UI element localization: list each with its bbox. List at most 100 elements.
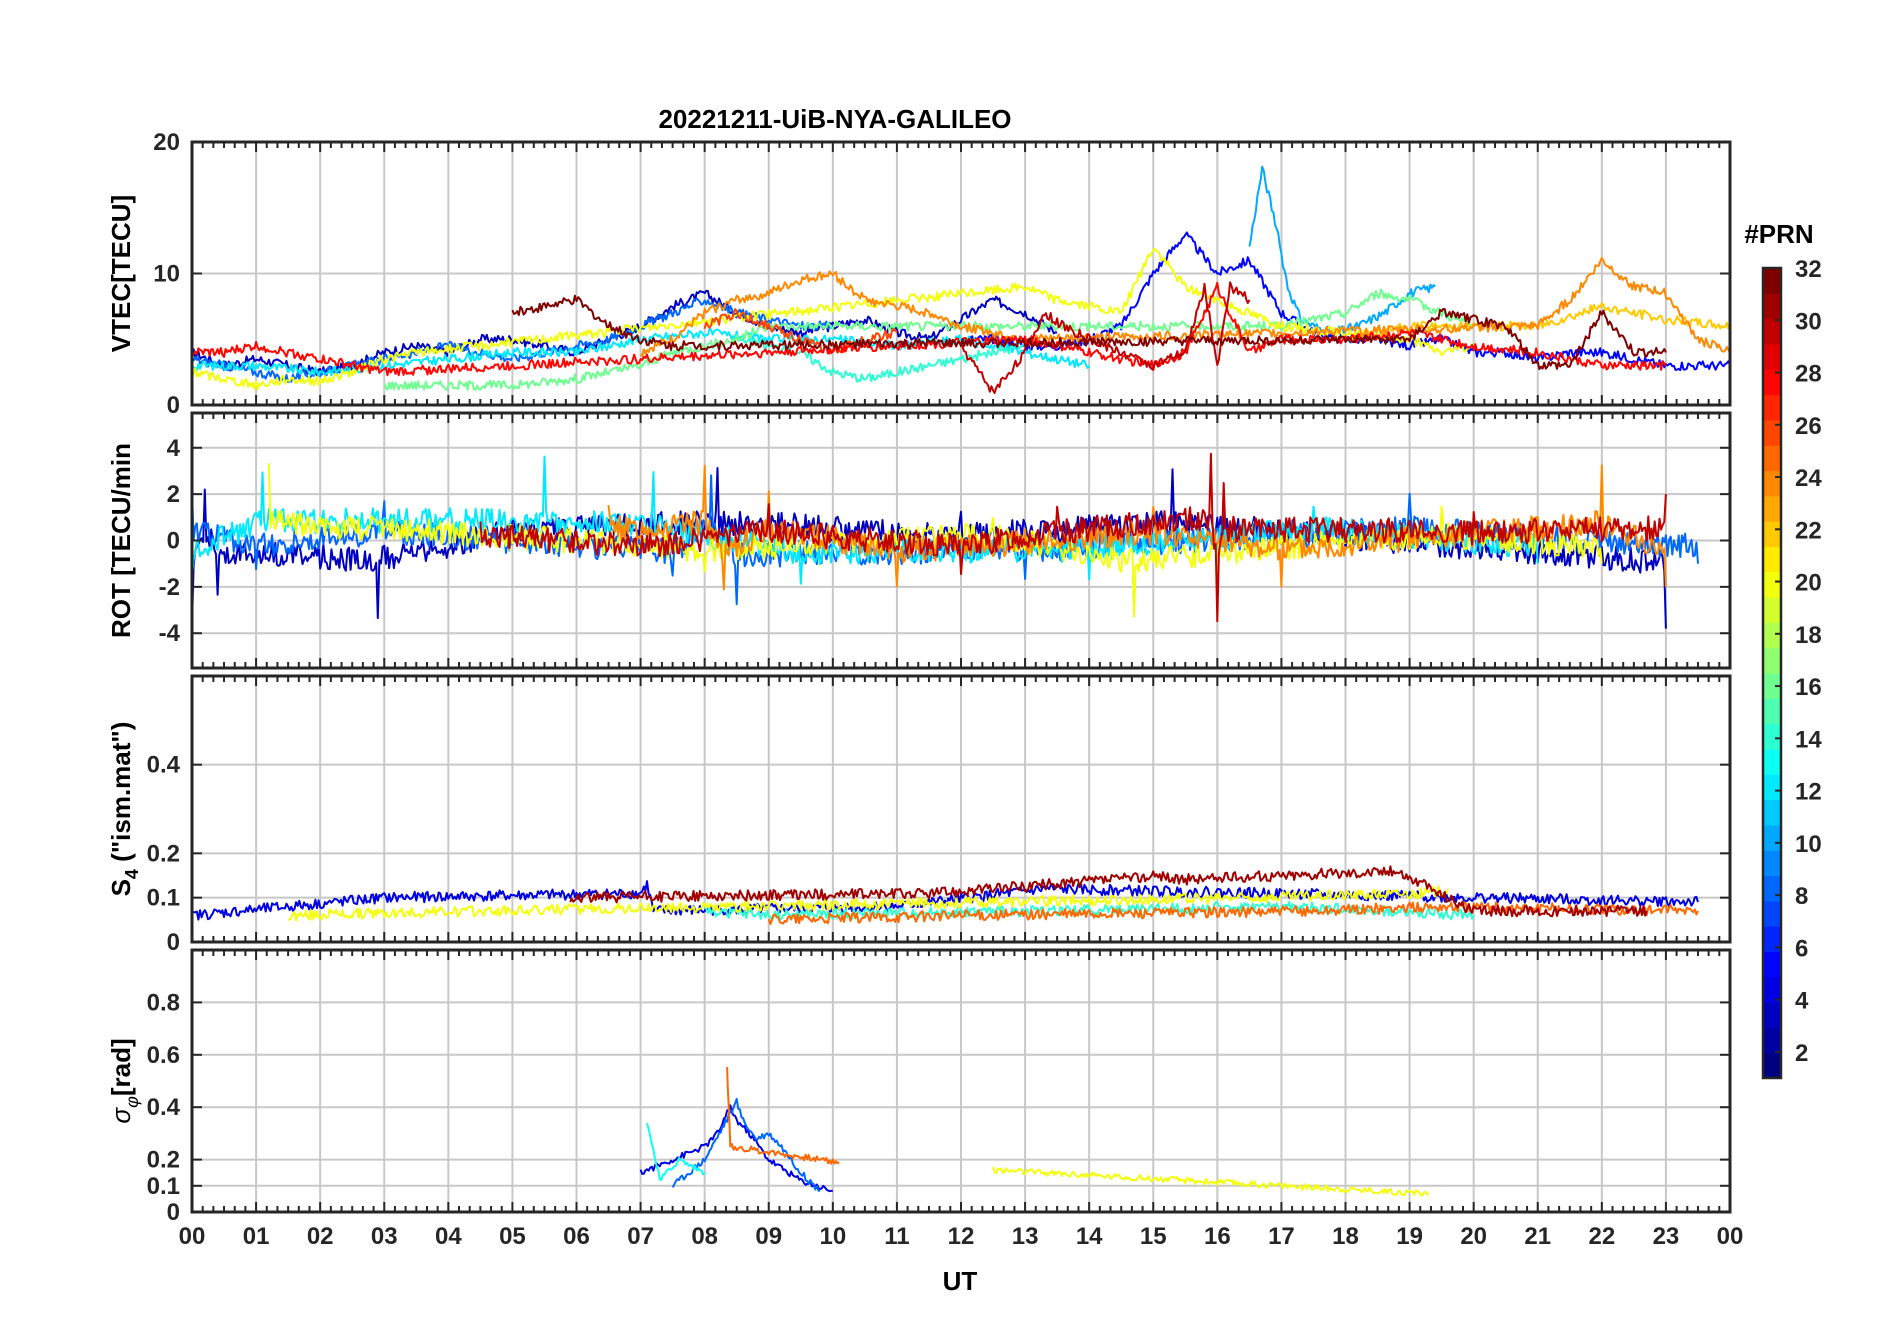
colorbar-stripe (1763, 748, 1781, 775)
series-line-prn-20 (992, 1166, 1430, 1197)
x-tick-label: 03 (371, 1223, 398, 1250)
colorbar-stripe (1763, 343, 1781, 370)
s4-y-ticks: 0.4 0.2 0.1 0 (147, 752, 1730, 956)
colorbar-tick-label: 30 (1795, 308, 1822, 335)
y-tick-label: 0.2 (147, 840, 180, 867)
x-tick-label: 13 (1012, 1223, 1039, 1250)
series-line-prn-12 (191, 455, 1539, 585)
y-tick-label: 0.1 (147, 1173, 180, 1200)
y-tick-label: 10 (153, 261, 180, 288)
vtec-grid (191, 142, 1731, 405)
colorbar-stripe (1763, 673, 1781, 699)
y-tick-label: 0.1 (147, 885, 180, 912)
vtec-axes-frame (190, 140, 1732, 407)
colorbar-tick-label: 18 (1795, 622, 1822, 649)
vtec-y-ticks: 20 10 0 (153, 129, 1730, 419)
x-tick-label: 19 (1396, 1223, 1423, 1250)
colorbar-stripe (1763, 394, 1781, 421)
colorbar-tick-label: 8 (1795, 883, 1808, 910)
colorbar-stripe (1763, 1002, 1781, 1028)
y-tick-label: -4 (159, 620, 181, 647)
colorbar-stripe (1763, 268, 1781, 294)
rot-series (191, 452, 1699, 629)
colorbar-stripe (1763, 521, 1781, 548)
colorbar-tick-label: 32 (1795, 256, 1822, 283)
colorbar-tick-label: 16 (1795, 674, 1822, 701)
prn-colorbar: #PRN 32 30 28 26 24 22 20 18 16 14 12 10 8 6 4 2 (1744, 219, 1822, 1080)
colorbar-stripe (1763, 495, 1781, 522)
x-tick-labels: 00 01 02 03 04 05 06 07 08 09 10 11 12 13 14 15 16 17 18 19… (179, 1223, 1744, 1250)
rot-y-axis-label: ROT [TECU/min (106, 443, 136, 638)
sigma-grid (191, 950, 1731, 1212)
colorbar-frame (1761, 266, 1783, 1080)
rot-axes-frame (190, 411, 1732, 670)
rot-y-ticks: 4 2 0 -2 -4 (159, 435, 1730, 647)
y-tick-label: 0.4 (147, 1094, 181, 1121)
x-tick-label: 23 (1653, 1223, 1680, 1250)
s4-axes-frame (190, 674, 1732, 944)
series-line-prn-25 (726, 1066, 840, 1165)
s4-label-main: S (106, 879, 136, 896)
colorbar-stripe (1763, 698, 1781, 725)
series-line-prn-3 (191, 467, 1667, 629)
y-tick-label: 0 (167, 392, 180, 419)
colorbar-tick-label: 14 (1795, 726, 1822, 753)
x-tick-label: 00 (1717, 1223, 1744, 1250)
y-tick-label: 20 (153, 129, 180, 156)
x-tick-label: 01 (243, 1223, 270, 1250)
s4-series (191, 865, 1699, 926)
y-tick-label: 0.6 (147, 1042, 180, 1069)
vtec-series (191, 165, 1731, 394)
sigma-y-ticks: 0.8 0.6 0.4 0.20.10 (147, 989, 1730, 1226)
x-tick-label: 11 (884, 1223, 909, 1250)
x-tick-label: 00 (179, 1223, 206, 1250)
x-tick-label: 17 (1268, 1223, 1295, 1250)
x-tick-label: 20 (1460, 1223, 1487, 1250)
vtec-y-axis-label: VTEC[TECU] (106, 195, 136, 352)
colorbar-stripe (1763, 647, 1781, 674)
colorbar-tick-label: 22 (1795, 517, 1822, 544)
series-line-prn-16 (383, 288, 1475, 391)
x-tick-label: 21 (1524, 1223, 1551, 1250)
colorbar-stripe (1763, 1052, 1781, 1079)
sigma-label-tail: [rad] (106, 1038, 136, 1096)
colorbar-ticks: 32 30 28 26 24 22 20 18 16 14 12 10 8 6 4 2 (1775, 256, 1822, 1067)
colorbar-stripe (1763, 445, 1781, 472)
colorbar-stripe (1763, 293, 1781, 320)
y-tick-label: 4 (167, 435, 181, 462)
colorbar-stripe (1763, 900, 1781, 927)
colorbar-stripe (1763, 318, 1781, 345)
colorbar-tick-label: 28 (1795, 361, 1822, 388)
colorbar-stripe (1763, 419, 1781, 446)
chart-title: 20221211-UiB-NYA-GALILEO (658, 104, 1011, 134)
colorbar-stripe (1763, 824, 1781, 851)
x-tick-label: 08 (691, 1223, 718, 1250)
x-tick-label: 02 (307, 1223, 334, 1250)
colorbar-stripe (1763, 723, 1781, 750)
colorbar-stripe (1763, 470, 1781, 497)
y-tick-label: 0 (167, 1199, 180, 1226)
colorbar-stripe (1763, 597, 1781, 623)
x-tick-label: 04 (435, 1223, 462, 1250)
x-tick-label: 15 (1140, 1223, 1167, 1250)
series-line-prn-25 (767, 901, 1699, 926)
series-line-prn-4 (191, 880, 1699, 921)
series-line-prn-32 (511, 294, 1667, 371)
vtec-panel: 20 10 0 VTEC[TECU] (106, 129, 1732, 419)
colorbar-stripes (1763, 268, 1781, 1079)
rot-panel: 4 2 0 -2 -4 ROT [TECU/min (106, 411, 1732, 670)
y-tick-label: 0 (167, 929, 180, 956)
s4-y-axis-label: S4 ("ism.mat") (106, 722, 142, 897)
colorbar-tick-label: 12 (1795, 779, 1822, 806)
x-tick-label: 05 (499, 1223, 526, 1250)
y-tick-label: 0.8 (147, 989, 180, 1016)
y-tick-label: 0 (167, 528, 180, 555)
x-tick-label: 12 (948, 1223, 975, 1250)
colorbar-stripe (1763, 369, 1781, 396)
sigma-series (639, 1066, 1430, 1197)
sigma-y-axis-label: σφ[rad] (106, 1038, 142, 1123)
x-axis-label: UT (943, 1266, 978, 1296)
sigma-label-sub: φ (122, 1096, 142, 1108)
s4-grid (191, 676, 1731, 942)
y-tick-label: 0.2 (147, 1147, 180, 1174)
